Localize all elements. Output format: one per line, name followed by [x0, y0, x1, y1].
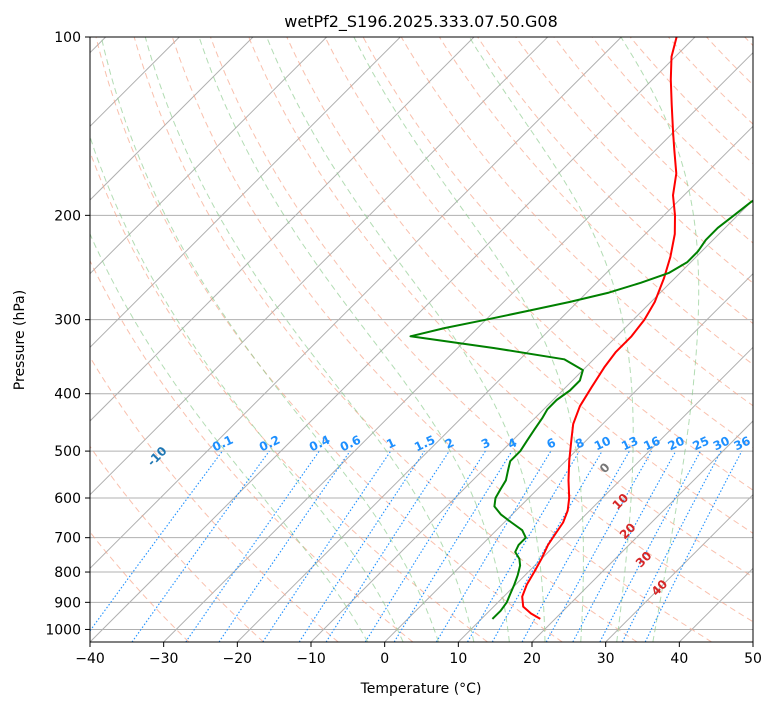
mixing-ratio-line-3 [364, 450, 486, 642]
mixing-ratio-line-0.6 [218, 450, 351, 642]
mixing-ratio-label: 13 [619, 434, 640, 454]
isotherm--70 [90, 37, 475, 422]
axes: −40 −30 −20 −10 0 10 20 30 40 50 100 200 300 400 500 60… [45, 30, 762, 667]
x-tick-label: −20 [223, 651, 253, 667]
x-tick-label: −40 [75, 651, 105, 667]
moist-adiabat--5 [90, 232, 369, 642]
y-axis-label: Pressure (hPa) [12, 290, 28, 390]
dry-adiabat-120 [477, 37, 753, 325]
plot-frame [89, 36, 754, 643]
y-tick-label: 400 [54, 387, 81, 403]
dry-adiabat-150 [591, 37, 753, 204]
dry-adiabat--20 [90, 445, 264, 642]
mixing-ratio-line-0.1 [90, 450, 223, 632]
isotherm--100 [90, 37, 254, 201]
mixing-ratio-line-25 [599, 450, 701, 642]
x-axis-label: Temperature (°C) [360, 681, 482, 697]
x-tick-label: 50 [744, 651, 762, 667]
chart-title: wetPf2_S196.2025.333.07.50.G08 [284, 12, 558, 32]
mixing-ratio-label: 10 [592, 434, 613, 454]
moist-adiabat-0 [90, 135, 404, 642]
dry-adiabat-30 [133, 37, 638, 642]
y-tick-label: 200 [54, 208, 81, 224]
mixing-ratio-line-20 [572, 450, 677, 642]
y-tick-label: 100 [54, 30, 81, 46]
moist-adiabat-5 [100, 37, 439, 642]
moist-adiabat-15 [198, 37, 510, 642]
y-tick-label: 1000 [45, 622, 81, 638]
dry-adiabat-0 [90, 259, 414, 642]
mixing-ratio-line-4 [393, 450, 513, 642]
isotherm--90 [90, 37, 328, 275]
x-tick-label: −10 [296, 651, 326, 667]
moist-adiabat-20 [266, 37, 546, 642]
dry-adiabat-130 [515, 37, 753, 284]
mixing-ratio-line-13 [521, 450, 630, 642]
x-tick-label: 10 [449, 651, 467, 667]
mixing-ratio-line-36 [644, 450, 743, 642]
dry-adiabat-50 [210, 37, 753, 623]
isotherm-0 [384, 272, 753, 642]
mixing-ratio-line-30 [621, 450, 722, 642]
moist-adiabat-35 [620, 37, 700, 642]
mixing-ratio-line-2 [325, 450, 450, 642]
y-tick-label: 500 [54, 444, 81, 460]
dry-adiabat-40 [171, 37, 712, 642]
mixing-ratio-label: 36 [732, 434, 753, 454]
plot-area: -100-90-80-70-60-50-40-30-20-100.10.20.4… [90, 37, 753, 642]
dry-adiabat-100 [400, 37, 753, 407]
isotherm--30 [163, 51, 753, 642]
y-tick-label: 800 [54, 565, 81, 581]
dry-adiabat-20 [95, 37, 563, 642]
isotherm-10 [457, 346, 753, 642]
y-tick-label: 600 [54, 491, 81, 507]
y-tick-label: 300 [54, 313, 81, 329]
dry-adiabat-90 [362, 37, 753, 449]
isotherm-20 [531, 420, 753, 642]
isotherm--60 [90, 37, 549, 496]
y-tick-label: 700 [54, 531, 81, 547]
x-tick-label: 40 [670, 651, 688, 667]
moist-adiabat-30 [468, 37, 634, 642]
mixing-ratio-label: 20 [666, 434, 687, 454]
mixing-ratio-line-0.2 [131, 450, 270, 642]
isotherm--50 [90, 37, 622, 570]
isotherm-30 [605, 493, 753, 642]
mixing-ratio-label: 16 [641, 434, 662, 454]
x-tick-label: −30 [149, 651, 179, 667]
x-tick-label: 30 [597, 651, 615, 667]
dry-adiabat-160 [629, 37, 753, 165]
mixing-ratio-line-0.4 [185, 450, 320, 642]
moist-adiabat-25 [353, 37, 584, 642]
mixing-ratio-line-1.5 [298, 450, 425, 642]
mixing-ratio-label: 30 [711, 434, 732, 454]
mixing-ratio-line-16 [545, 450, 653, 642]
isotherm--80 [90, 37, 401, 349]
x-tick-label: 0 [380, 651, 389, 667]
isotherm--40 [90, 37, 696, 642]
isotherm--20 [236, 125, 753, 642]
moist-adiabat-10 [144, 37, 475, 642]
temperature-line [521, 37, 678, 620]
dry-adiabat-80 [324, 37, 753, 491]
dewpoint-line [409, 199, 753, 620]
mixing-ratio-label: 25 [690, 434, 711, 454]
x-tick-label: 20 [523, 651, 541, 667]
y-tick-label: 900 [54, 595, 81, 611]
dry-adiabat-60 [248, 37, 753, 578]
